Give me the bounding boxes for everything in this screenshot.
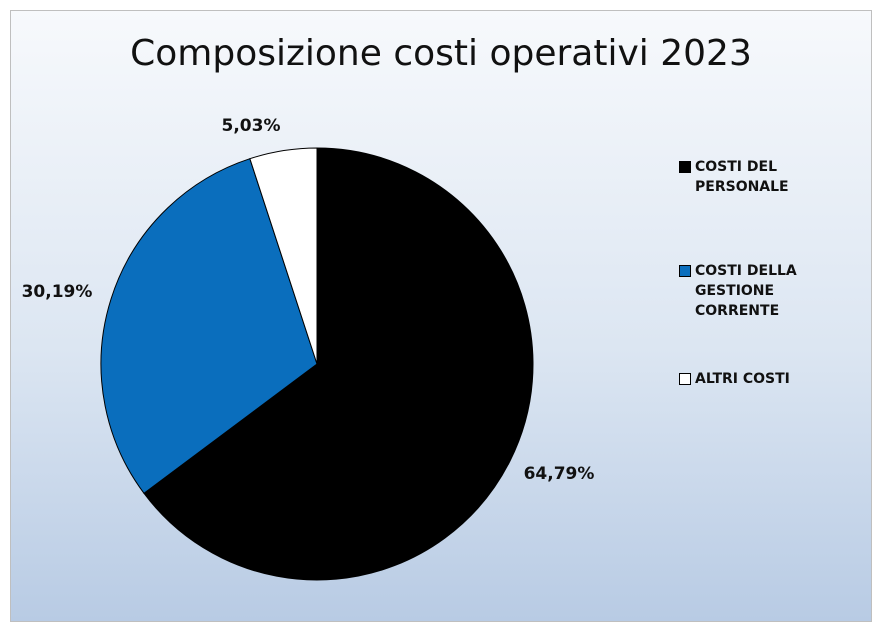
data-label-gestione-corrente: 30,19% [22, 282, 93, 302]
legend-swatch-gestione-corrente [679, 265, 691, 277]
pie-slice-gestione-corrente [100, 158, 318, 495]
legend-label-gestione-corrente: COSTI DELLA GESTIONE CORRENTE [695, 263, 797, 319]
pie-slice-personale [143, 147, 534, 581]
data-label-altri-costi: 5,03% [222, 116, 281, 136]
legend-item-altri-costi: ALTRI COSTI [679, 369, 845, 389]
legend-item-gestione-corrente: COSTI DELLA GESTIONE CORRENTE [679, 261, 845, 321]
chart-area: Composizione costi operativi 2023 64,79%… [10, 10, 872, 622]
pie-chart: 64,79% 30,19% 5,03% [22, 116, 595, 581]
legend-label-personale: COSTI DEL PERSONALE [695, 159, 789, 195]
data-label-personale: 64,79% [524, 464, 595, 484]
legend-item-personale: COSTI DEL PERSONALE [679, 157, 845, 197]
chart-title: Composizione costi operativi 2023 [130, 33, 752, 74]
legend-swatch-personale [679, 161, 691, 173]
pie-slice-altri-costi [249, 147, 318, 365]
legend-swatch-altri-costi [679, 373, 691, 385]
legend-label-altri-costi: ALTRI COSTI [695, 371, 790, 387]
